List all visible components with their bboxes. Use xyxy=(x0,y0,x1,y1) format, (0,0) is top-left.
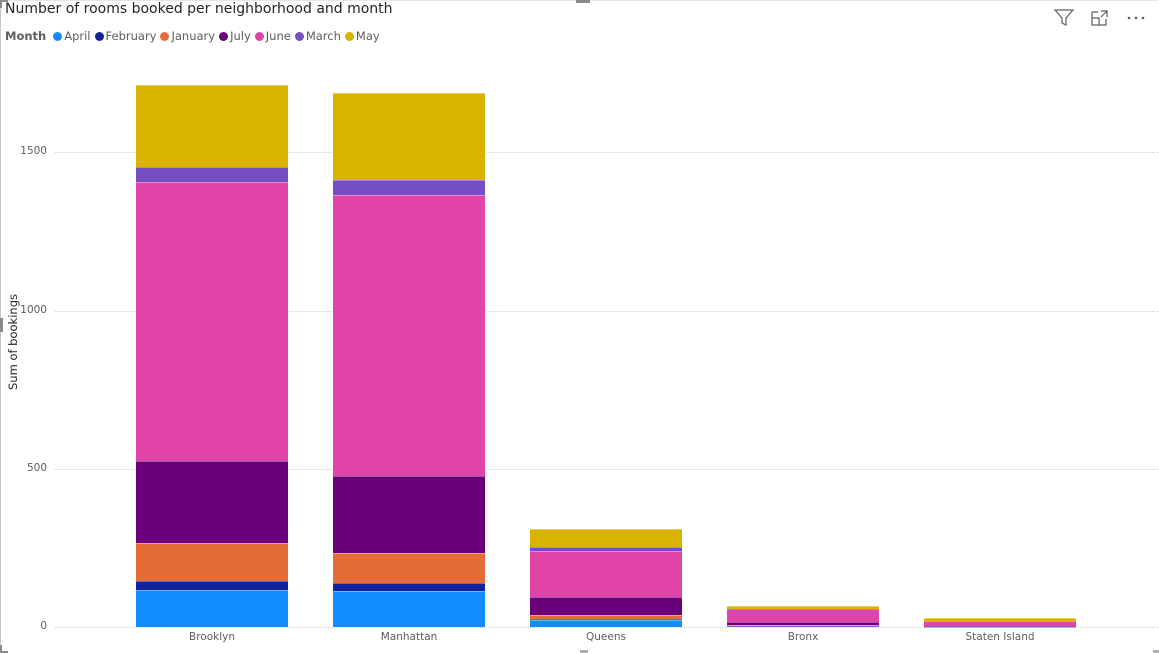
y-tick-label: 0 xyxy=(40,620,47,633)
bar-segment-june[interactable] xyxy=(530,550,682,598)
bar-segment-june[interactable] xyxy=(727,609,879,622)
gridline xyxy=(55,152,1159,153)
bar-segment-may[interactable] xyxy=(530,529,682,548)
bar-segment-january[interactable] xyxy=(333,553,485,584)
legend-dot-icon xyxy=(219,31,229,41)
bar-queens[interactable] xyxy=(530,0,682,653)
bar-segment-june[interactable] xyxy=(136,181,288,461)
legend-item-april[interactable]: April xyxy=(53,29,91,43)
resize-corner-top-left[interactable] xyxy=(0,0,8,8)
resize-handle-top[interactable] xyxy=(576,0,590,3)
bar-manhattan[interactable] xyxy=(333,0,485,653)
bar-segment-march[interactable] xyxy=(333,180,485,196)
legend-label: January xyxy=(171,29,216,43)
x-tick-label: Manhattan xyxy=(380,631,438,643)
legend-item-march[interactable]: March xyxy=(294,29,341,43)
bar-segment-july[interactable] xyxy=(333,475,485,554)
legend: Month April February January July June March M… xyxy=(5,29,384,43)
bar-segment-june[interactable] xyxy=(924,620,1076,626)
bar-segment-february[interactable] xyxy=(136,580,288,591)
bar-segment-july[interactable] xyxy=(924,625,1076,627)
bar-segment-february[interactable] xyxy=(727,625,879,627)
y-tick-label: 500 xyxy=(26,462,47,474)
chart-title: Number of rooms booked per neighborhood … xyxy=(5,1,393,17)
legend-dot-icon xyxy=(94,31,104,41)
bar-segment-april[interactable] xyxy=(530,620,682,628)
legend-label: March xyxy=(305,29,341,43)
bar-segment-may[interactable] xyxy=(727,606,879,609)
legend-label: June xyxy=(265,29,291,43)
bar-bronx[interactable] xyxy=(727,0,879,653)
legend-item-may[interactable]: May xyxy=(344,29,380,43)
legend-item-july[interactable]: July xyxy=(219,29,251,43)
legend-item-june[interactable]: June xyxy=(254,29,291,43)
legend-dot-icon xyxy=(254,31,264,41)
legend-item-january[interactable]: January xyxy=(160,29,215,43)
legend-dot-icon xyxy=(294,31,304,41)
legend-title: Month xyxy=(5,29,47,43)
y-tick-label: 1500 xyxy=(20,145,47,158)
focus-mode-icon[interactable] xyxy=(1089,8,1111,28)
bar-segment-july[interactable] xyxy=(727,621,879,625)
x-tick-label: Brooklyn xyxy=(188,631,235,643)
bar-segment-july[interactable] xyxy=(530,597,682,615)
x-tick-label: Bronx xyxy=(787,631,819,643)
bar-segment-march[interactable] xyxy=(727,608,879,610)
bar-segment-march[interactable] xyxy=(530,547,682,551)
legend-item-february[interactable]: February xyxy=(94,29,157,43)
resize-handle-bottom-right[interactable] xyxy=(1153,650,1159,653)
gridline xyxy=(55,311,1159,312)
bar-segment-may[interactable] xyxy=(333,92,485,181)
bar-segment-may[interactable] xyxy=(136,85,288,167)
bar-segment-february[interactable] xyxy=(530,619,682,621)
bar-segment-may[interactable] xyxy=(924,618,1076,621)
y-tick-label: 1000 xyxy=(20,303,47,316)
bar-segment-january[interactable] xyxy=(530,614,682,620)
bar-brooklyn[interactable] xyxy=(136,0,288,653)
resize-handle-left[interactable] xyxy=(0,318,3,332)
resize-corner-bottom-left[interactable] xyxy=(0,645,8,653)
resize-handle-bottom[interactable] xyxy=(580,650,588,653)
legend-dot-icon xyxy=(344,31,354,41)
legend-dot-icon xyxy=(53,31,63,41)
x-tick-label: Queens xyxy=(586,631,626,643)
bar-staten-island[interactable] xyxy=(924,0,1076,653)
bar-segment-february[interactable] xyxy=(333,583,485,591)
x-tick-label: Staten Island xyxy=(965,631,1035,643)
bar-segment-july[interactable] xyxy=(136,460,288,544)
legend-label: February xyxy=(105,29,157,43)
visual-header-icons xyxy=(1053,8,1147,28)
bar-segment-january[interactable] xyxy=(727,624,879,626)
gridline xyxy=(55,469,1159,470)
filter-icon[interactable] xyxy=(1053,8,1075,28)
legend-label: April xyxy=(64,29,91,43)
gridline xyxy=(55,627,1159,628)
legend-dot-icon xyxy=(160,31,170,41)
legend-label: May xyxy=(355,29,380,43)
bar-segment-april[interactable] xyxy=(136,590,288,628)
more-options-icon[interactable] xyxy=(1125,8,1147,28)
bar-segment-january[interactable] xyxy=(136,543,288,581)
bar-segment-january[interactable] xyxy=(924,626,1076,628)
bar-segment-june[interactable] xyxy=(333,195,485,476)
bar-segment-march[interactable] xyxy=(136,166,288,182)
legend-label: July xyxy=(230,29,251,43)
bar-segment-april[interactable] xyxy=(333,590,485,628)
